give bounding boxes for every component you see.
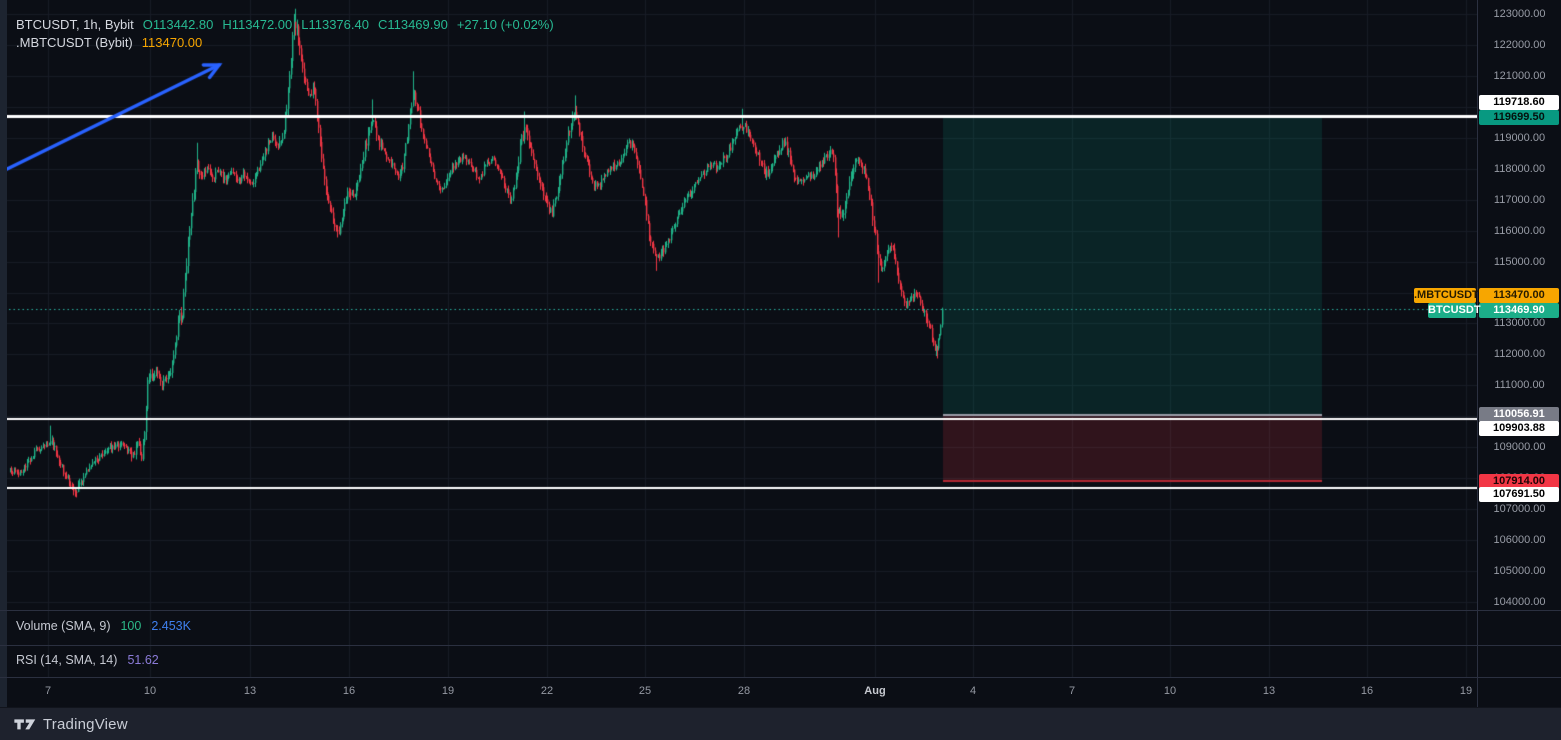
symbol-tag-chip: BTCUSDT xyxy=(1428,303,1481,318)
date-label: 7 xyxy=(44,685,52,697)
date-label: 19 xyxy=(1459,685,1473,697)
price-tick: 122000.00 xyxy=(1493,38,1546,51)
price-label-chip: 107914.00 xyxy=(1479,474,1559,489)
index-title[interactable]: .MBTCUSDT (Bybit) xyxy=(16,35,133,50)
date-label: 7 xyxy=(1068,685,1076,697)
rsi-value: 51.62 xyxy=(127,653,159,667)
volume-value: 2.453K xyxy=(151,619,191,633)
pane-separator-rsi[interactable] xyxy=(0,645,1561,646)
price-tick: 119000.00 xyxy=(1493,131,1546,144)
date-label: 22 xyxy=(540,685,554,697)
bottom-toolbar: TradingView xyxy=(0,707,1561,740)
ohlc-high: H113472.00 xyxy=(222,17,293,32)
price-label-chip: 113470.00 xyxy=(1479,288,1559,303)
price-tick: 104000.00 xyxy=(1493,596,1546,608)
ohlc-close: C113469.90 xyxy=(377,17,448,32)
price-tick: 117000.00 xyxy=(1493,193,1546,206)
volume-sma-value: 100 xyxy=(120,619,142,633)
date-label: 19 xyxy=(441,685,455,697)
price-label-chip: 113469.90 xyxy=(1479,303,1559,318)
date-label: 4 xyxy=(969,685,977,697)
index-legend[interactable]: .MBTCUSDT (Bybit) 113470.00 xyxy=(16,35,211,50)
ohlc-open: O113442.80 xyxy=(142,17,214,32)
price-chart-canvas[interactable] xyxy=(0,0,1477,677)
tradingview-logo-icon xyxy=(14,719,36,730)
price-label-chip: 107691.50 xyxy=(1479,487,1559,502)
date-label: 16 xyxy=(1360,685,1374,697)
change-value: +27.10 (+0.02%) xyxy=(456,17,554,32)
date-label: 10 xyxy=(1163,685,1177,697)
date-label: 10 xyxy=(143,685,157,697)
date-label: 13 xyxy=(1262,685,1276,697)
date-label: 16 xyxy=(342,685,356,697)
pane-separator-volume[interactable] xyxy=(0,610,1561,611)
rsi-label[interactable]: RSI (14, SMA, 14) xyxy=(16,653,118,667)
price-tick: 118000.00 xyxy=(1493,162,1546,175)
volume-label[interactable]: Volume (SMA, 9) xyxy=(16,619,111,633)
price-label-chip: 109903.88 xyxy=(1479,421,1559,436)
price-tick: 106000.00 xyxy=(1493,534,1546,547)
date-label: 28 xyxy=(737,685,751,697)
price-tick: 105000.00 xyxy=(1493,565,1546,578)
price-tick: 115000.00 xyxy=(1493,255,1546,268)
price-tick: 107000.00 xyxy=(1493,503,1546,516)
time-axis-border xyxy=(0,677,1561,678)
price-tick: 123000.00 xyxy=(1493,8,1546,20)
symbol-title[interactable]: BTCUSDT, 1h, Bybit xyxy=(16,17,134,32)
price-tick: 113000.00 xyxy=(1493,317,1546,330)
tradingview-brand-text: TradingView xyxy=(43,716,128,733)
price-tick: 121000.00 xyxy=(1493,69,1546,82)
symbol-legend[interactable]: BTCUSDT, 1h, Bybit O113442.80 H113472.00 L1… xyxy=(16,17,563,32)
price-tick: 116000.00 xyxy=(1493,224,1546,237)
price-tick: 109000.00 xyxy=(1493,441,1546,454)
tradingview-brand[interactable]: TradingView xyxy=(14,716,128,733)
symbol-tag-chip: .MBTCUSDT xyxy=(1414,288,1479,303)
price-label-chip: 119699.50 xyxy=(1479,110,1559,125)
price-tick: 111000.00 xyxy=(1494,379,1545,392)
volume-legend[interactable]: Volume (SMA, 9) 100 2.453K xyxy=(16,619,191,633)
price-tick: 112000.00 xyxy=(1493,348,1546,361)
price-label-chip: 119718.60 xyxy=(1479,95,1559,110)
date-label: 13 xyxy=(243,685,257,697)
left-edge-strip xyxy=(0,0,7,707)
date-label: Aug xyxy=(864,685,886,697)
time-axis[interactable]: 7 10 13 16 19 22 25 28 Aug 4 7 10 13 16 19 xyxy=(0,678,1477,707)
ohlc-low: L113376.40 xyxy=(301,17,369,32)
date-label: 25 xyxy=(638,685,652,697)
price-axis-border xyxy=(1477,0,1478,707)
rsi-legend[interactable]: RSI (14, SMA, 14) 51.62 xyxy=(16,653,159,667)
price-label-chip: 110056.91 xyxy=(1479,407,1559,422)
index-value: 113470.00 xyxy=(141,35,203,50)
